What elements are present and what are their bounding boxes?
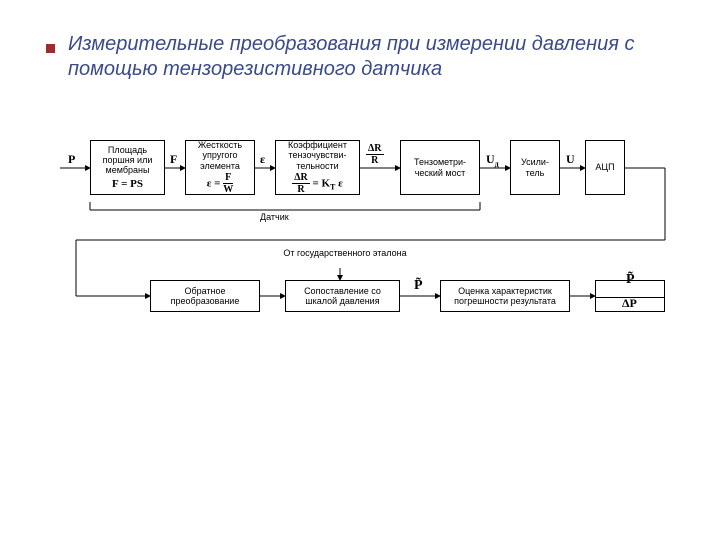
title-bullet	[46, 44, 55, 53]
gov-etalon-label: От государственного эталона	[275, 248, 415, 258]
slide-title: Измерительные преобразования при измерен…	[68, 32, 658, 82]
signal-ud: Uд	[486, 152, 499, 168]
block-text: Сопоставление сошкалой давления	[304, 286, 381, 307]
signal-u: U	[566, 152, 575, 167]
block-error-estimate: Оценка характеристикпогрешности результа…	[440, 280, 570, 312]
block-bridge: Тензометри-ческий мост	[400, 140, 480, 195]
block-text: Тензометри-ческий мост	[414, 157, 466, 178]
block-inverse-transform: Обратноепреобразование	[150, 280, 260, 312]
sensor-bracket-label: Датчик	[260, 212, 289, 222]
block-text: Жесткостьупругогоэлемента	[198, 140, 242, 171]
signal-ptilde-mid: P̃	[414, 278, 423, 294]
block-adc: АЦП	[585, 140, 625, 195]
formula-kte: ΔRR = KT ε	[292, 173, 343, 195]
block-diagram: Площадьпоршня илимембраны F = PS Жесткос…	[30, 140, 690, 380]
block-text: Оценка характеристикпогрешности результа…	[454, 286, 556, 307]
block-text: Усили-тель	[521, 157, 549, 178]
block-text: Обратноепреобразование	[171, 286, 240, 307]
block-stiffness: Жесткостьупругогоэлемента ε = FW	[185, 140, 255, 195]
signal-drr: ΔRR	[366, 144, 384, 166]
block-amplifier: Усили-тель	[510, 140, 560, 195]
block-scale-compare: Сопоставление сошкалой давления	[285, 280, 400, 312]
signal-eps: ε	[260, 152, 265, 167]
formula-eps: ε = FW	[207, 173, 234, 195]
formula-fps: F = PS	[112, 178, 143, 191]
signal-ptilde-out: P̃	[626, 272, 635, 288]
signal-f: F	[170, 152, 177, 167]
block-gauge-factor: Коэффициенттензочувстви-тельности ΔRR = …	[275, 140, 360, 195]
block-text: Площадьпоршня илимембраны	[103, 145, 153, 176]
signal-dp-out: ΔP	[622, 296, 637, 311]
block-text: АЦП	[595, 162, 614, 172]
block-text: Коэффициенттензочувстви-тельности	[288, 140, 347, 171]
block-membrane-area: Площадьпоршня илимембраны F = PS	[90, 140, 165, 195]
signal-p: P	[68, 152, 75, 167]
